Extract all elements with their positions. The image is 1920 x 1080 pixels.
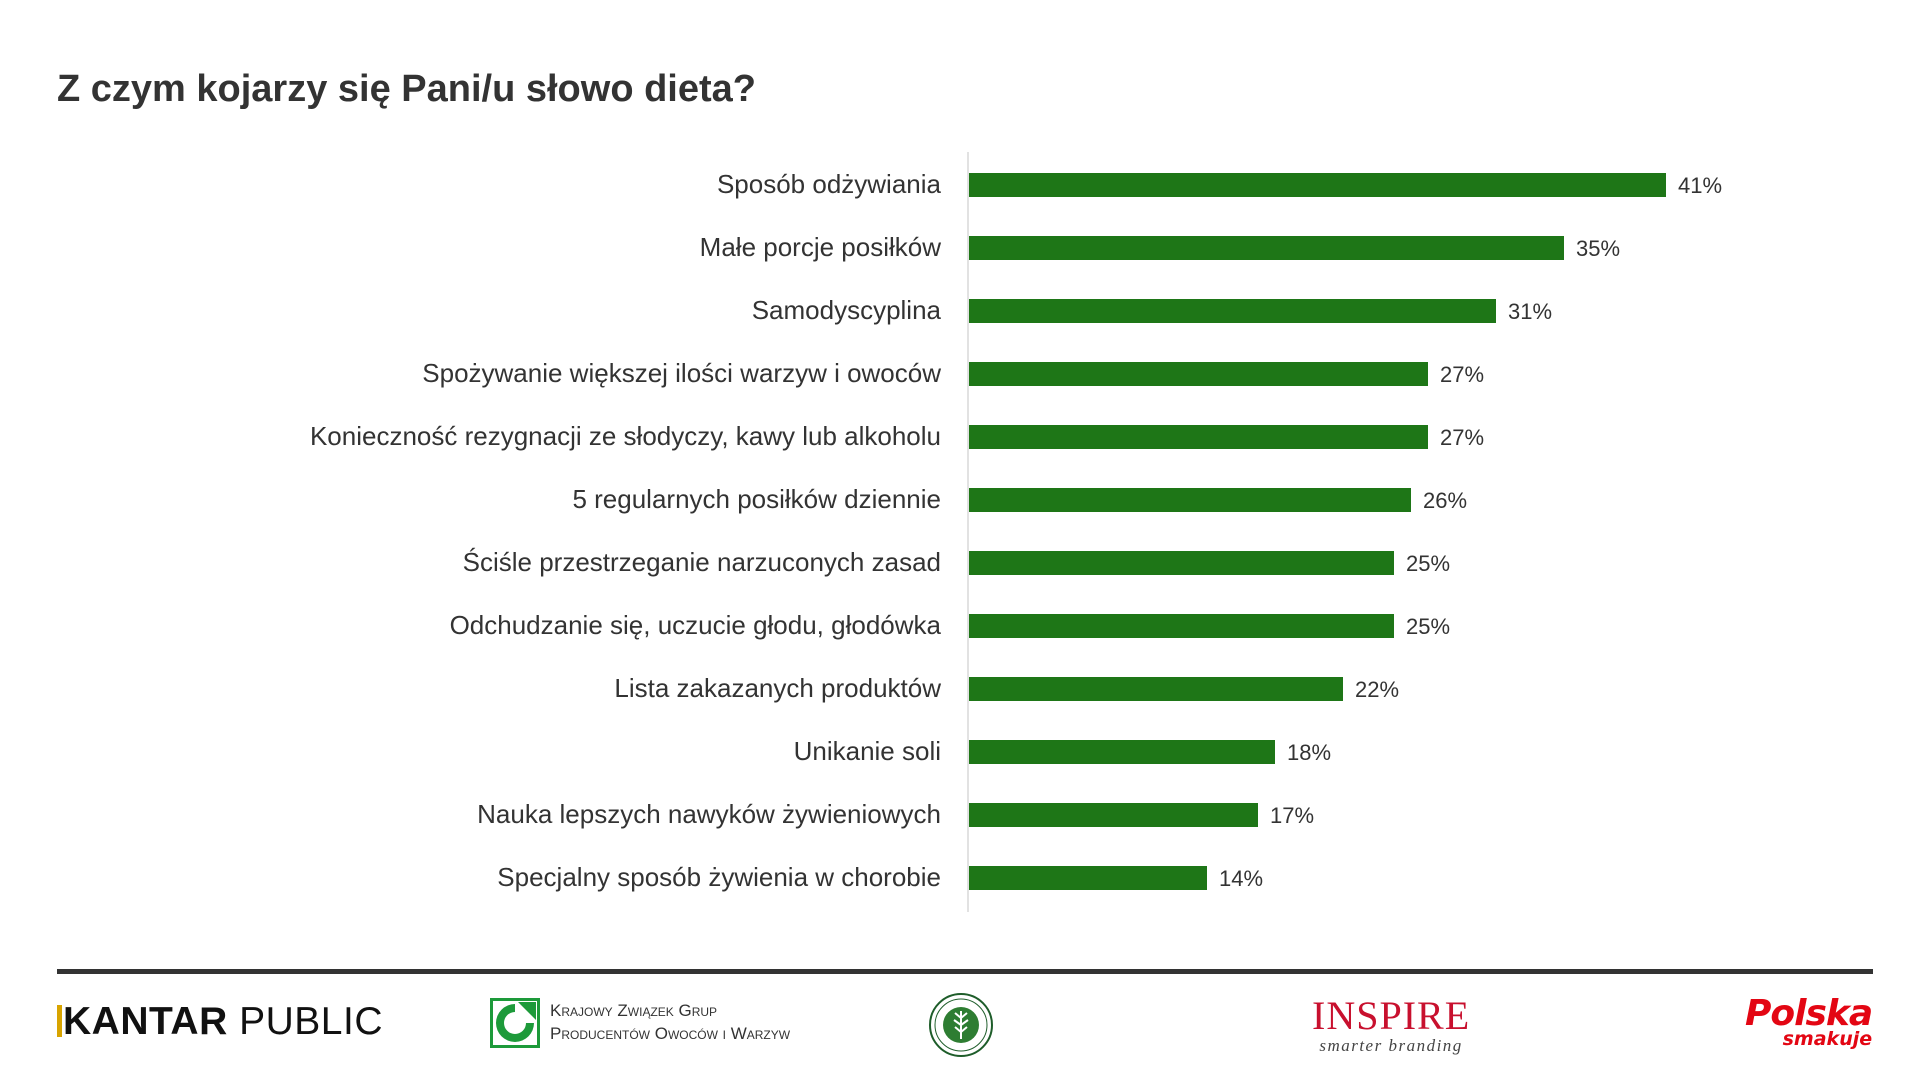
bar bbox=[969, 236, 1564, 260]
ministry-seal-icon bbox=[929, 993, 993, 1057]
category-label: Spożywanie większej ilości warzyw i owoc… bbox=[422, 358, 941, 388]
kantar-accent-bar bbox=[57, 1005, 62, 1037]
bar bbox=[969, 362, 1428, 386]
value-label: 18% bbox=[1287, 740, 1331, 765]
value-label: 27% bbox=[1440, 362, 1484, 387]
bar bbox=[969, 425, 1428, 449]
value-label: 25% bbox=[1406, 614, 1450, 639]
kzgp-logo-text: Krajowy Związek Grup Producentów Owoców … bbox=[550, 1000, 790, 1046]
value-label: 41% bbox=[1678, 173, 1722, 198]
public-logo-word: PUBLIC bbox=[239, 1000, 383, 1043]
bar bbox=[969, 866, 1207, 890]
kantar-public-logo: KANTAR PUBLIC bbox=[57, 1002, 383, 1041]
value-label: 35% bbox=[1576, 236, 1620, 261]
category-label: Nauka lepszych nawyków żywieniowych bbox=[477, 799, 941, 829]
bar bbox=[969, 614, 1394, 638]
bar bbox=[969, 551, 1394, 575]
category-label: Sposób odżywiania bbox=[717, 169, 942, 199]
inspire-logo-name: INSPIRE bbox=[1312, 993, 1471, 1038]
kzgp-arrow-icon bbox=[490, 998, 540, 1048]
kzgp-line-1: Krajowy Związek Grup bbox=[550, 1001, 718, 1021]
inspire-logo-tagline: smarter branding bbox=[1319, 1036, 1463, 1055]
category-label: Lista zakazanych produktów bbox=[614, 673, 941, 703]
value-label: 27% bbox=[1440, 425, 1484, 450]
category-label: Ściśle przestrzeganie narzuconych zasad bbox=[463, 547, 941, 577]
category-label: Unikanie soli bbox=[794, 736, 941, 766]
category-label: Samodyscyplina bbox=[752, 295, 942, 325]
bar bbox=[969, 488, 1411, 512]
polska-logo-name: Polska bbox=[1745, 993, 1873, 1034]
category-label: Odchudzanie się, uczucie głodu, głodówka bbox=[450, 610, 942, 640]
value-label: 17% bbox=[1270, 803, 1314, 828]
category-label: Małe porcje posiłków bbox=[700, 232, 942, 262]
category-label: Specjalny sposób żywienia w chorobie bbox=[497, 862, 941, 892]
bar bbox=[969, 740, 1275, 764]
bar bbox=[969, 677, 1343, 701]
category-label: Konieczność rezygnacji ze słodyczy, kawy… bbox=[310, 421, 941, 451]
value-label: 26% bbox=[1423, 488, 1467, 513]
page-title: Z czym kojarzy się Pani/u słowo dieta? bbox=[57, 68, 756, 110]
kzgp-logo: Krajowy Związek Grup Producentów Owoców … bbox=[490, 998, 790, 1048]
bar bbox=[969, 299, 1496, 323]
value-label: 14% bbox=[1219, 866, 1263, 891]
category-label: 5 regularnych posiłków dziennie bbox=[572, 484, 941, 514]
bar bbox=[969, 803, 1258, 827]
value-label: 25% bbox=[1406, 551, 1450, 576]
polska-logo-sub: smakuje bbox=[1782, 1028, 1873, 1050]
kantar-logo-word: KANTAR bbox=[63, 1000, 228, 1043]
bar-chart: Sposób odżywiania 41% Małe porcje posiłków… bbox=[310, 152, 1722, 912]
bar bbox=[969, 173, 1666, 197]
kzgp-line-2: Producentów Owoców i Warzyw bbox=[550, 1024, 791, 1043]
bars-group: Sposób odżywiania 41% Małe porcje posiłków… bbox=[310, 169, 1722, 892]
value-label: 31% bbox=[1508, 299, 1552, 324]
inspire-logo: INSPIRE smarter branding bbox=[1312, 996, 1470, 1056]
value-label: 22% bbox=[1355, 677, 1399, 702]
polska-smakuje-logo: Polska smakuje bbox=[1745, 993, 1873, 1050]
footer-divider bbox=[57, 969, 1873, 974]
